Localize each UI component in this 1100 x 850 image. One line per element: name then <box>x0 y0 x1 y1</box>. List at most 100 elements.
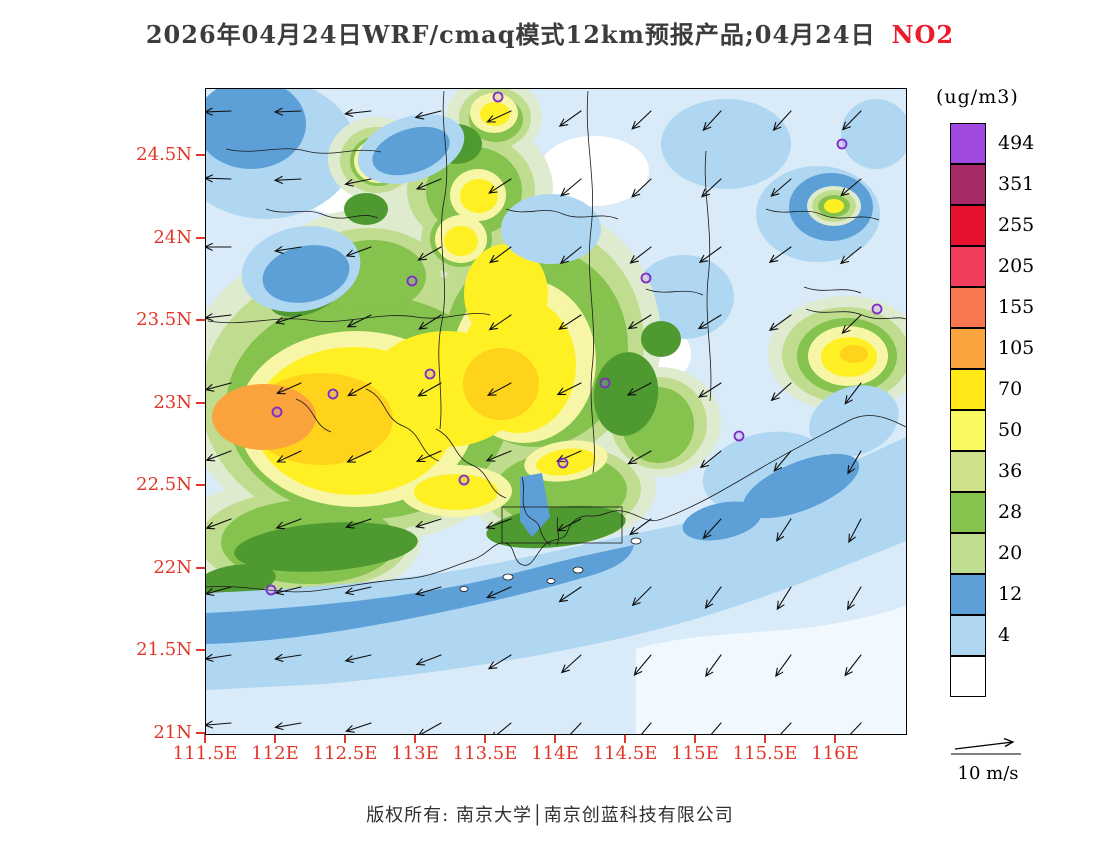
legend-label: 28 <box>998 500 1023 523</box>
wind-arrow-icon <box>417 382 442 397</box>
lon-tick-label: 111.5E <box>172 743 238 764</box>
wind-arrow-icon <box>274 653 302 662</box>
legend-boxes: 494 351 255 205 155 105 70 50 36 28 20 12 4 <box>950 122 1035 697</box>
lon-tick-label: 115.5E <box>732 743 798 764</box>
wind-arrow-icon <box>770 382 792 402</box>
station-marker <box>271 406 283 418</box>
wind-vector-arrows <box>206 107 862 734</box>
title-main: 2026年04月24日WRF/cmaq模式12km预报产品;04月24日 <box>145 20 876 49</box>
wind-arrow-icon <box>486 110 512 123</box>
wind-arrow-icon <box>556 518 582 532</box>
wind-arrow-icon <box>487 654 512 670</box>
legend-swatch <box>950 450 986 492</box>
wind-arrow-icon <box>560 178 582 197</box>
wind-arrow-icon <box>273 107 302 116</box>
wind-arrow-icon <box>702 518 722 540</box>
wind-arrow-icon <box>415 654 442 666</box>
wind-arrow-icon <box>346 450 372 463</box>
lat-tick-label: 23N <box>153 391 192 413</box>
lon-tick <box>484 734 486 743</box>
wind-arrow-icon <box>485 518 512 530</box>
lat-tick-label: 22N <box>153 556 192 578</box>
lon-tick <box>764 734 766 743</box>
legend-label: 105 <box>998 336 1035 359</box>
legend-swatch <box>950 368 986 410</box>
wind-arrow-icon <box>776 518 792 542</box>
wind-arrow-icon <box>206 107 232 116</box>
wind-arrow-icon <box>631 178 652 198</box>
lat-tick-label: 24N <box>153 226 192 248</box>
legend-entry: 36 <box>950 450 1034 492</box>
station-marker <box>733 430 745 442</box>
wind-arrow-icon <box>631 110 652 130</box>
lon-tick <box>694 734 696 743</box>
wind-arrow-icon <box>702 110 722 132</box>
legend-entry: 28 <box>950 491 1034 533</box>
wind-arrow-icon <box>558 586 582 603</box>
wind-arrow-icon <box>627 450 652 465</box>
wind-arrow-icon <box>274 246 302 254</box>
wind-arrow-icon <box>486 586 512 599</box>
wind-arrow-icon <box>206 382 232 392</box>
wind-arrow-icon <box>768 246 792 263</box>
wind-arrow-icon <box>345 518 372 529</box>
station-marker <box>265 584 277 596</box>
station-marker <box>492 91 504 103</box>
wind-arrow-icon <box>626 382 652 396</box>
wind-arrow-icon <box>772 110 792 132</box>
lon-tick <box>554 734 556 743</box>
station-marker <box>599 377 611 389</box>
station-markers <box>265 91 883 596</box>
legend-label: 205 <box>998 254 1035 277</box>
legend-label: 155 <box>998 295 1035 318</box>
wind-arrow-icon <box>206 174 232 183</box>
wind-arrow-icon <box>773 450 792 472</box>
wind-arrow-icon <box>776 586 792 611</box>
lon-tick <box>274 734 276 743</box>
lat-tick-label: 21.5N <box>136 639 192 661</box>
wind-arrow-icon <box>768 314 792 331</box>
legend-label: 4 <box>998 623 1011 646</box>
wind-arrow-icon <box>844 382 862 405</box>
lon-tick-label: 112.5E <box>312 743 378 764</box>
wind-arrow-icon <box>346 314 372 328</box>
wind-arrow-icon <box>418 722 442 734</box>
legend-label: 255 <box>998 213 1035 236</box>
wind-reference: 10 m/s <box>943 737 1033 784</box>
wind-arrow-icon <box>839 246 862 265</box>
wind-arrow-icon <box>275 518 302 530</box>
lon-tick-label: 114.5E <box>592 743 658 764</box>
legend-swatch <box>950 491 986 533</box>
forecast-map <box>206 89 906 734</box>
wind-arrow-icon <box>206 450 232 462</box>
wind-arrow-icon <box>698 382 722 398</box>
legend-label: 36 <box>998 459 1023 482</box>
prd-region-box <box>501 506 623 544</box>
wind-arrow-icon <box>418 314 442 330</box>
wind-arrow-icon <box>705 654 722 678</box>
lat-tick <box>196 319 205 322</box>
wind-arrow-icon <box>633 654 652 676</box>
legend-swatch <box>950 122 986 164</box>
wind-arrow-icon <box>488 178 512 194</box>
lon-tick-label: 113E <box>391 743 439 764</box>
wind-arrow-icon <box>700 178 722 198</box>
wind-arrow-icon <box>276 382 302 395</box>
legend-label: 20 <box>998 541 1023 564</box>
legend-label: 494 <box>998 131 1035 154</box>
wind-arrow-icon <box>345 722 372 733</box>
longitude-axis-labels: 111.5E 112E 112.5E 113E 113.5E 114E 114.5E 115E… <box>173 743 907 767</box>
wind-arrow-icon <box>414 586 442 597</box>
legend-unit-label: (ug/m3) <box>936 86 1019 108</box>
wind-arrow-icon <box>489 246 512 264</box>
page-title: 2026年04月24日WRF/cmaq模式12km预报产品;04月24日 NO2 <box>0 15 1100 50</box>
wind-arrow-icon <box>206 518 232 530</box>
wind-arrow-icon <box>699 450 722 469</box>
wind-arrow-icon <box>343 109 372 117</box>
wind-arrow-icon <box>847 450 862 475</box>
lat-tick <box>196 154 205 156</box>
wind-arrow-icon <box>775 722 792 734</box>
wind-arrow-icon <box>770 178 792 197</box>
legend-swatch <box>950 163 986 205</box>
wind-arrow-icon <box>698 246 722 264</box>
